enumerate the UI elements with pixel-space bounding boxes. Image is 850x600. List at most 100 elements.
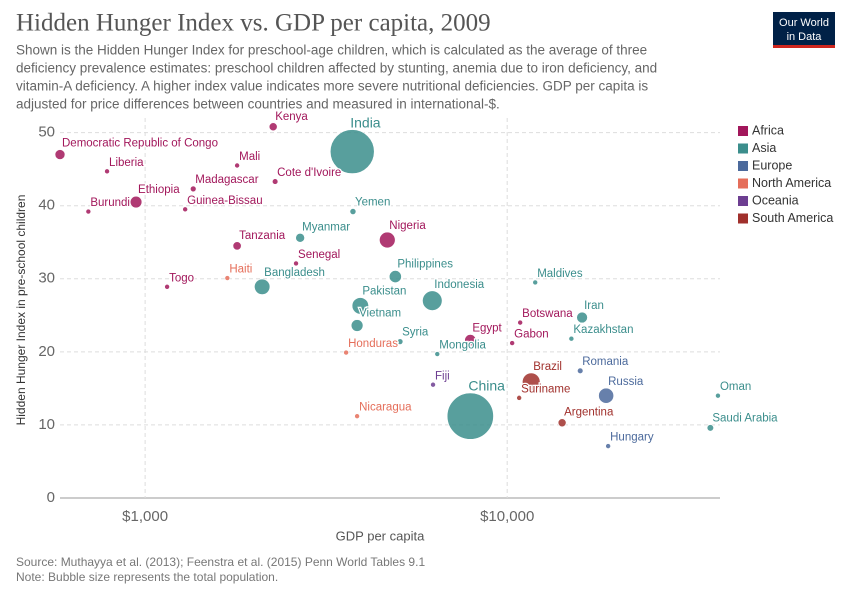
- legend-swatch: [738, 213, 748, 224]
- bubble: [349, 208, 357, 215]
- bubble: [254, 278, 271, 295]
- point-label: Honduras: [348, 338, 398, 350]
- point-label: Myanmar: [302, 221, 350, 233]
- point-label: Cote d'Ivoire: [277, 167, 341, 179]
- point-label: Argentina: [564, 407, 614, 419]
- bubble: [715, 392, 721, 399]
- bubble: [464, 334, 477, 347]
- point-label: Vietnam: [359, 308, 401, 320]
- point-label: India: [350, 114, 381, 130]
- point-label: Suriname: [521, 383, 570, 395]
- bubble: [190, 185, 197, 193]
- bubble: [532, 279, 539, 286]
- bubble: [509, 340, 515, 346]
- y-tick-label: 40: [38, 197, 55, 214]
- point-label: Gabon: [514, 329, 549, 341]
- point-label: Liberia: [109, 157, 144, 169]
- bubble: [271, 178, 279, 185]
- bubble: [268, 122, 278, 132]
- point-label: Madagascar: [195, 174, 258, 186]
- legend-label: Asia: [752, 141, 776, 155]
- point-label: Senegal: [298, 249, 340, 261]
- bubble: [129, 195, 143, 209]
- point-label: Saudi Arabia: [712, 413, 778, 425]
- point-label: Syria: [402, 327, 429, 339]
- logo-stripe: [773, 45, 835, 48]
- y-axis-label: Hidden Hunger Index in pre-school childr…: [14, 195, 28, 426]
- chart-title: Hidden Hunger Index vs. GDP per capita, …: [16, 10, 491, 37]
- bubble: [164, 284, 170, 290]
- point-label: Togo: [169, 272, 194, 284]
- bubble: [388, 270, 402, 283]
- bubble: [224, 275, 231, 281]
- y-tick-label: 0: [47, 489, 55, 506]
- bubble: [522, 372, 541, 391]
- y-tick-label: 20: [38, 343, 55, 360]
- logo-text: Our World: [779, 17, 829, 29]
- bubble: [182, 206, 188, 213]
- bubble: [557, 418, 567, 428]
- point-label: Indonesia: [434, 279, 484, 291]
- subtitle-line: deficiency prevalence estimates: prescho…: [16, 61, 657, 76]
- point-label: Egypt: [472, 323, 502, 335]
- point-label: Romania: [582, 356, 629, 368]
- bubble: [396, 338, 404, 345]
- logo-text: in Data: [787, 31, 823, 43]
- point-label: Nigeria: [389, 220, 426, 232]
- point-label: Pakistan: [362, 286, 406, 298]
- point-label: Yemen: [355, 197, 390, 209]
- bubble: [430, 381, 436, 388]
- point-label: Iran: [584, 300, 604, 312]
- subtitle-line: Shown is the Hidden Hunger Index for pre…: [16, 43, 647, 58]
- bubble: [434, 351, 441, 357]
- point-label: Bangladesh: [264, 267, 325, 279]
- legend-label: Oceania: [752, 193, 799, 207]
- point-label: Mongolia: [439, 340, 486, 352]
- subtitle-line: adjusted for price differences between c…: [16, 97, 500, 112]
- point-label: Brazil: [533, 361, 562, 373]
- legend-label: South America: [752, 211, 833, 225]
- bubble: [576, 311, 588, 324]
- bubble: [54, 149, 66, 160]
- legend-swatch: [738, 196, 748, 206]
- point-label: Kenya: [275, 111, 308, 123]
- point-label: Botswana: [522, 308, 573, 320]
- legend-swatch: [738, 178, 748, 189]
- bubble: [517, 319, 523, 326]
- point-label: Democratic Republic of Congo: [62, 138, 218, 150]
- point-label: Hungary: [610, 432, 654, 444]
- x-axis-label: GDP per capita: [336, 528, 425, 543]
- bubble: [598, 387, 614, 404]
- point-label: Tanzania: [239, 230, 286, 242]
- point-label: China: [468, 378, 505, 394]
- x-tick-label: $1,000: [122, 508, 168, 525]
- x-tick-label: $10,000: [480, 508, 534, 525]
- legend-label: Europe: [752, 158, 792, 172]
- bubble: [350, 319, 364, 332]
- legend-label: Africa: [752, 123, 784, 137]
- legend-swatch: [738, 126, 748, 136]
- point-label: Oman: [720, 381, 751, 393]
- bubble: [295, 233, 305, 243]
- bubble: [85, 208, 92, 215]
- bubble: [351, 297, 369, 315]
- point-label: Philippines: [397, 259, 453, 271]
- subtitle-line: vitamin-A deficiency. A higher index val…: [16, 79, 648, 94]
- y-tick-label: 30: [38, 270, 55, 287]
- point-label: Nicaragua: [359, 402, 412, 414]
- point-label: Mali: [239, 151, 260, 163]
- bubble: [329, 129, 375, 174]
- subtitle: Shown is the Hidden Hunger Index for pre…: [16, 43, 657, 112]
- point-label: Guinea-Bissau: [187, 195, 262, 207]
- bubble: [343, 349, 349, 356]
- legend-swatch: [738, 161, 748, 171]
- bubble: [446, 392, 494, 440]
- legend-swatch: [738, 143, 748, 154]
- point-label: Fiji: [435, 370, 450, 382]
- point-label: Russia: [608, 376, 644, 388]
- logo-box: [773, 12, 835, 48]
- bubble: [293, 260, 299, 267]
- legend-label: North America: [752, 176, 831, 190]
- bubble: [516, 395, 522, 401]
